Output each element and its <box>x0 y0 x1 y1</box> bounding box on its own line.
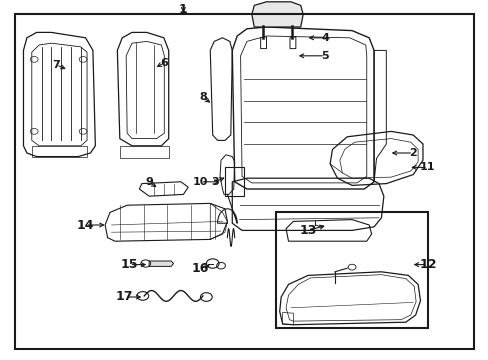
Text: 5: 5 <box>321 51 328 61</box>
Text: 16: 16 <box>191 262 209 275</box>
Bar <box>276 212 427 328</box>
Polygon shape <box>149 261 173 266</box>
Text: 6: 6 <box>160 58 167 68</box>
Text: 17: 17 <box>116 291 133 303</box>
Text: 9: 9 <box>145 177 153 187</box>
Text: 3: 3 <box>211 177 219 187</box>
Text: 11: 11 <box>419 162 435 172</box>
Text: 12: 12 <box>418 258 436 271</box>
Text: 4: 4 <box>321 33 328 43</box>
Polygon shape <box>251 2 303 27</box>
Text: 1: 1 <box>179 3 187 15</box>
Text: 2: 2 <box>408 148 416 158</box>
Text: 10: 10 <box>192 177 208 187</box>
Text: 7: 7 <box>52 60 60 70</box>
Text: 14: 14 <box>77 219 94 231</box>
Text: 13: 13 <box>299 224 316 237</box>
Text: 8: 8 <box>199 92 206 102</box>
Text: 15: 15 <box>121 258 138 271</box>
